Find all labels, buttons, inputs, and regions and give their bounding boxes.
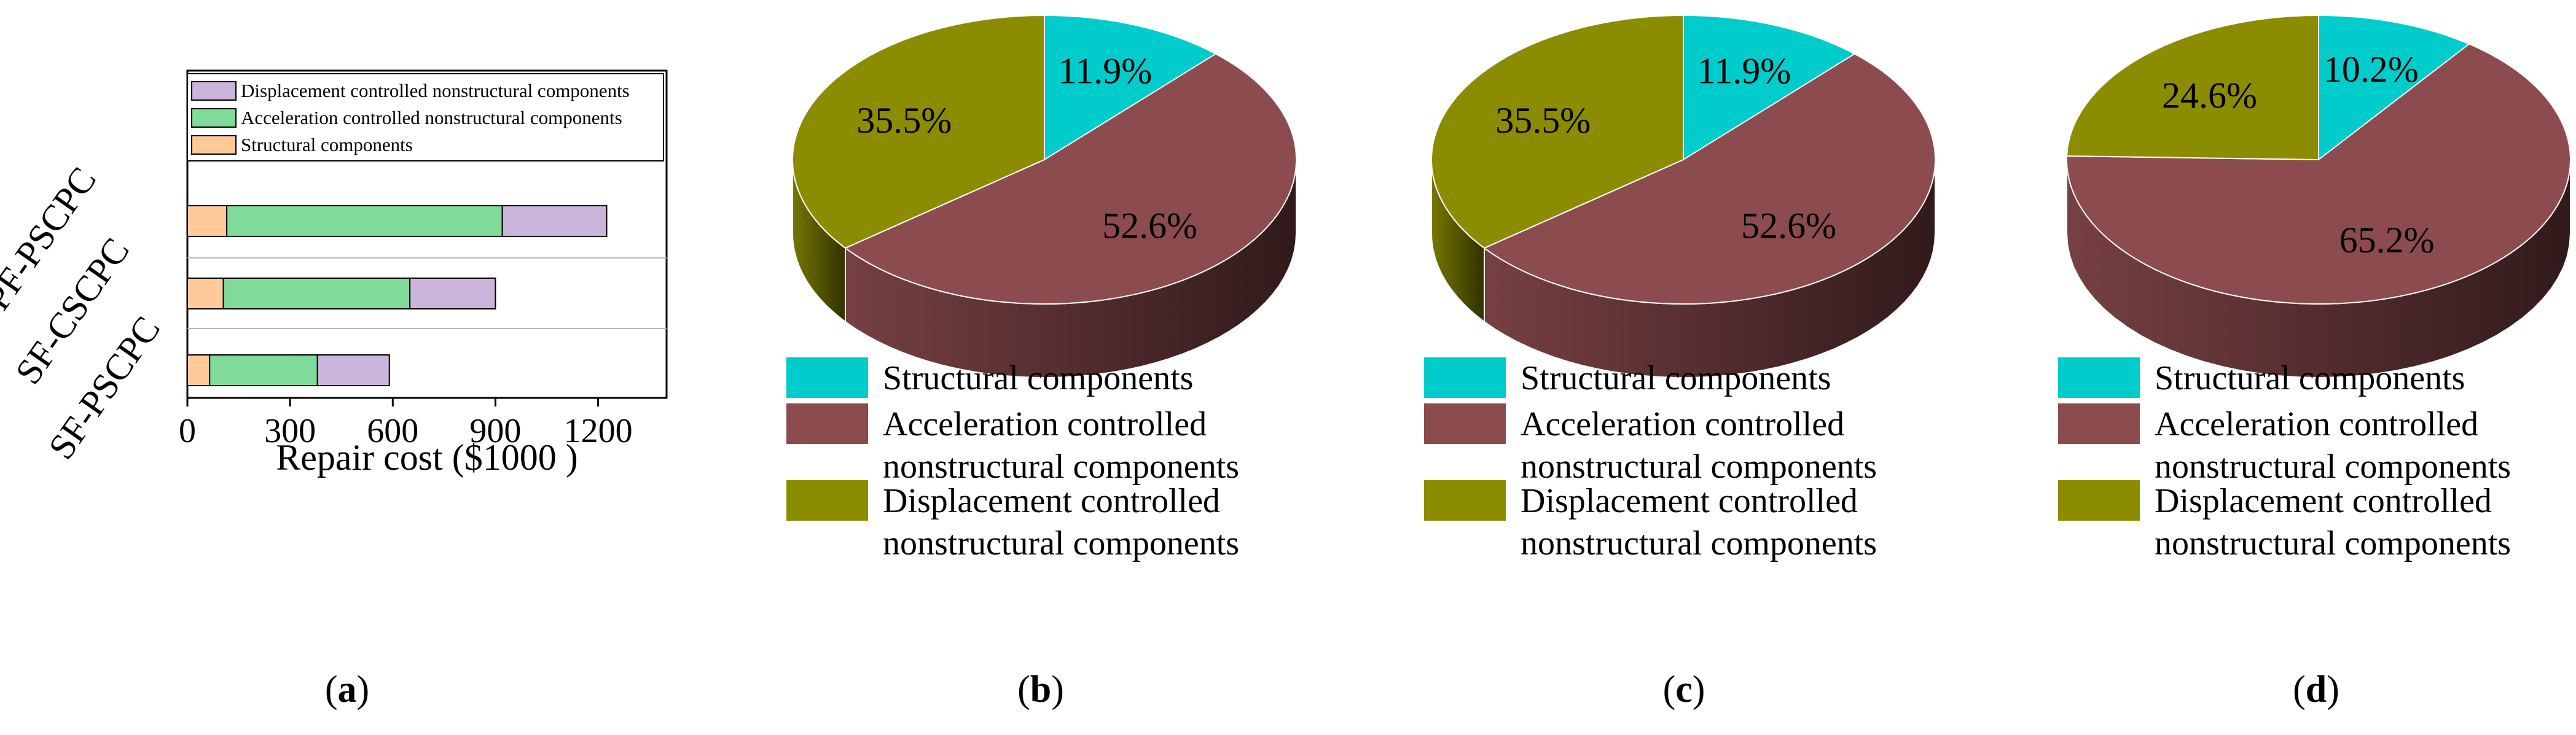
legend-swatch: [1424, 403, 1506, 444]
pie-data-label: 52.6%: [1741, 205, 1836, 246]
legend-label: Displacement controlled: [2155, 482, 2492, 520]
legend-swatch: [786, 357, 868, 398]
legend-label: Structural components: [241, 134, 413, 155]
legend-label: Displacement controlled: [1521, 482, 1858, 520]
bar-segment: [222, 278, 411, 309]
bar-segment: [187, 205, 228, 237]
pie-chart-panel-d: 10.2% 65.2% 24.6% Structural components Acce…: [2058, 14, 2571, 562]
pie-data-label: 24.6%: [2162, 76, 2257, 116]
bar-segment: [501, 205, 608, 237]
legend-swatch: [1424, 357, 1506, 398]
legend-label: Acceleration controlled nonstructural co…: [241, 107, 622, 128]
x-tick-label: 0: [179, 412, 196, 450]
pie-slice: [1044, 14, 1217, 161]
bar-segment: [209, 354, 318, 386]
bar-segment: [409, 278, 496, 309]
legend-swatch: [191, 81, 237, 101]
pie-slice: [792, 14, 1045, 249]
legend-label: Acceleration controlled: [1521, 405, 1844, 443]
legend-label: Acceleration controlled: [883, 405, 1207, 443]
pie-slice: [1483, 53, 1936, 305]
x-tick-label: 600: [367, 412, 418, 450]
bar-segment: [187, 354, 211, 386]
legend-label: nonstructural components: [2155, 524, 2511, 562]
pie-data-label: 52.6%: [1102, 205, 1197, 246]
legend-label: Structural components: [2155, 359, 2465, 397]
legend-label: Acceleration controlled: [2155, 405, 2478, 443]
legend-swatch: [2058, 357, 2140, 398]
pie-slice: [2066, 14, 2319, 161]
pie-data-label: 10.2%: [2323, 49, 2419, 90]
pie-chart-panel-c: 11.9% 52.6% 35.5% Structural components Acce…: [1424, 14, 1936, 562]
legend-swatch: [786, 480, 868, 521]
pie-slice: [1431, 14, 1684, 249]
legend-label: nonstructural components: [2155, 448, 2511, 486]
pie-data-label: 11.9%: [1697, 51, 1791, 91]
pie-slice: [844, 53, 1298, 305]
bar-segment: [316, 354, 390, 386]
x-tick-label: 1200: [564, 412, 633, 450]
pie-slice: [2318, 14, 2471, 161]
legend-label: nonstructural components: [883, 524, 1239, 562]
pie-slice: [1683, 14, 1856, 161]
legend-swatch: [191, 108, 237, 128]
panel-label-a: (a): [324, 669, 370, 710]
legend-label: nonstructural components: [1521, 524, 1877, 562]
pie-data-label: 35.5%: [856, 100, 952, 141]
pie-data-label: 35.5%: [1495, 100, 1591, 141]
x-tick-label: 900: [469, 412, 521, 450]
panel-label-b: (b): [1017, 669, 1064, 710]
panel-label-d: (d): [2293, 669, 2339, 710]
legend-swatch: [2058, 480, 2140, 521]
legend-swatch: [1424, 480, 1506, 521]
pie-data-label: 65.2%: [2339, 220, 2435, 260]
bar-segment: [226, 205, 503, 237]
legend-swatch: [191, 135, 237, 155]
legend-swatch: [786, 403, 868, 444]
legend-label: Displacement controlled nonstructural co…: [241, 80, 630, 101]
x-axis-label: Repair cost ($1000 ): [276, 437, 578, 478]
legend-box: [187, 73, 664, 161]
panel-label-c: (c): [1662, 669, 1705, 710]
pie-data-label: 11.9%: [1058, 51, 1152, 91]
legend-label: nonstructural components: [883, 448, 1239, 486]
legend-label: Structural components: [883, 359, 1193, 397]
pie-slice: [2066, 43, 2571, 305]
bar-chart-panel-a: Displacement controlled nonstructural co…: [0, 69, 668, 478]
legend-swatch: [2058, 403, 2140, 444]
legend-label: nonstructural components: [1521, 448, 1877, 486]
legend-label: Structural components: [1521, 359, 1831, 397]
pie-chart-panel-b: 11.9% 52.6% 35.5% Structural components Acce…: [786, 14, 1298, 562]
legend-label: Displacement controlled: [883, 482, 1220, 520]
bar-segment: [187, 278, 224, 309]
x-tick-label: 300: [264, 412, 316, 450]
